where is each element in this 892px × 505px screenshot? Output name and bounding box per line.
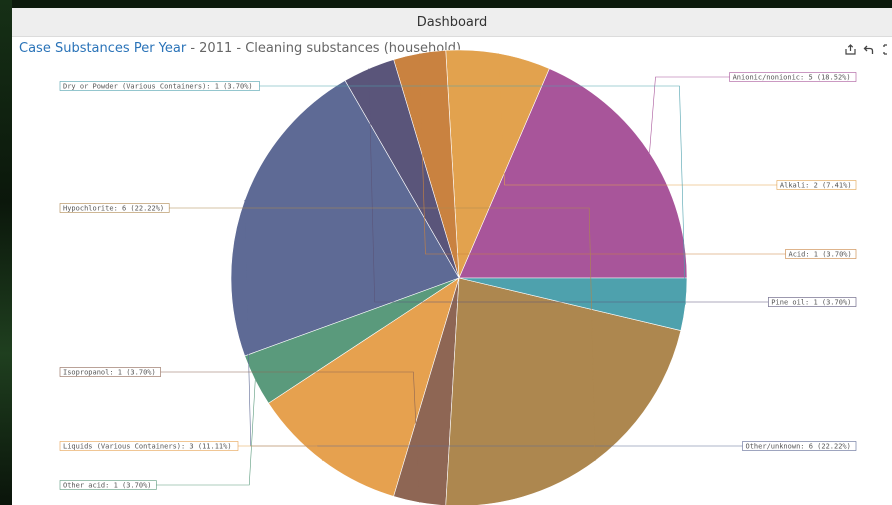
- leader-line: [649, 76, 730, 153]
- data-label-box: [59, 367, 161, 377]
- fullscreen-icon[interactable]: [880, 43, 892, 55]
- leader-line: [259, 85, 686, 305]
- panel-title-main[interactable]: Case Substances Per Year: [19, 41, 187, 56]
- leader-line: [160, 371, 420, 503]
- data-label-box: [776, 180, 857, 190]
- data-label: Pine oil: 1 (3.70%): [771, 298, 851, 306]
- leader-line: [419, 53, 786, 255]
- data-label: Anionic/nonionic: 5 (18.52%): [733, 73, 851, 81]
- leader-line: [156, 380, 256, 486]
- data-label-box: [59, 480, 157, 490]
- window-titlebar: Dashboard: [12, 8, 892, 37]
- data-label: Liquids (Various Containers): 3 (11.11%): [63, 442, 232, 450]
- leader-line: [238, 445, 324, 461]
- data-label-box: [59, 441, 239, 451]
- pie-chart: Anionic/nonionic: 5 (18.52%) Alkali: 2 (7…: [59, 49, 857, 505]
- panel-title-rest: - 2011 - Cleaning substances (household): [186, 41, 462, 56]
- leader-line: [498, 53, 777, 186]
- panel-toolbar: [844, 41, 892, 57]
- data-label: Acid: 1 (3.70%): [789, 250, 852, 258]
- data-label: Dry or Powder (Various Containers): 1 (3…: [63, 82, 253, 90]
- data-label-box: [59, 203, 170, 213]
- background-strip: [0, 0, 12, 505]
- data-label: Other acid: 1 (3.70%): [63, 481, 152, 489]
- dashboard-window: Dashboard Case Substances Per Year - 201…: [12, 8, 892, 505]
- data-label: Alkali: 2 (7.41%): [780, 181, 852, 189]
- window-title: Dashboard: [416, 14, 488, 30]
- leader-line: [368, 68, 769, 303]
- data-label: Isopropanol: 1 (3.70%): [63, 368, 156, 376]
- data-label-box: [742, 441, 857, 451]
- data-label: Hypochlorite: 6 (22.22%): [63, 204, 164, 212]
- data-label-box: [785, 249, 857, 259]
- data-label-box: [767, 297, 857, 307]
- data-label-box: [59, 81, 260, 91]
- leader-line: [169, 207, 596, 461]
- data-label-box: [729, 72, 857, 82]
- panel-title: Case Substances Per Year - 2011 - Cleani…: [19, 41, 461, 59]
- share-icon[interactable]: [844, 43, 856, 55]
- undo-icon[interactable]: [862, 43, 874, 55]
- data-label: Other/unknown: 6 (22.22%): [746, 442, 851, 450]
